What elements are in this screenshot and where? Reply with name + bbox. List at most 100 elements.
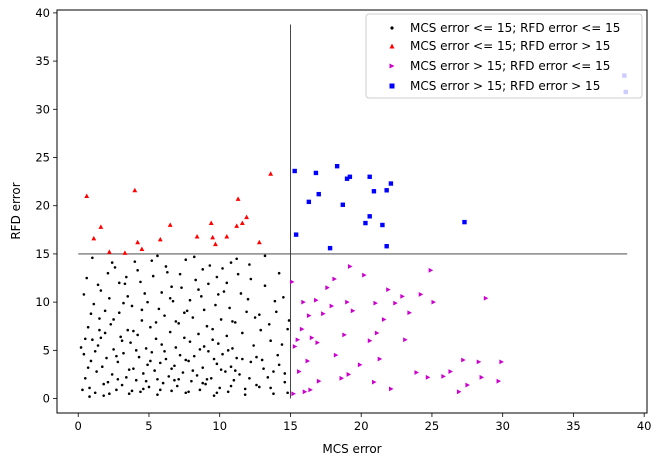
data-point — [134, 349, 138, 352]
data-point — [178, 272, 182, 276]
x-tick-label: 10 — [212, 419, 227, 433]
data-point — [175, 384, 179, 388]
data-point — [414, 370, 419, 375]
legend-marker-red — [389, 43, 395, 49]
data-point — [115, 354, 118, 358]
x-tick-label: 40 — [637, 419, 651, 433]
data-point — [156, 254, 159, 258]
data-point — [197, 288, 200, 291]
data-point — [132, 329, 135, 333]
data-point — [204, 382, 207, 386]
data-point — [109, 323, 113, 326]
data-point — [219, 318, 223, 321]
data-point — [346, 372, 352, 377]
data-point — [212, 394, 216, 397]
data-point — [188, 340, 192, 343]
series-1 — [84, 171, 274, 255]
data-point — [98, 224, 104, 229]
data-point — [212, 357, 216, 361]
data-point — [283, 380, 287, 384]
data-point — [499, 359, 504, 365]
y-tick-label: 10 — [35, 295, 50, 309]
data-point — [208, 264, 212, 267]
data-point — [83, 337, 87, 341]
data-point — [363, 220, 368, 226]
data-point — [280, 343, 284, 346]
data-point — [308, 387, 313, 393]
data-point — [137, 355, 141, 359]
data-point — [428, 267, 434, 273]
data-point — [103, 331, 107, 335]
data-point — [167, 222, 173, 227]
data-point — [386, 287, 391, 292]
data-point — [183, 336, 186, 340]
data-point — [139, 390, 142, 394]
data-point — [246, 297, 250, 301]
data-point — [241, 331, 244, 335]
data-point — [170, 367, 173, 370]
data-point — [425, 374, 431, 380]
data-point — [117, 281, 121, 285]
data-point — [119, 335, 122, 339]
data-point — [146, 363, 149, 367]
data-point — [156, 377, 159, 381]
data-point — [306, 313, 312, 319]
data-point — [102, 382, 105, 386]
data-point — [255, 355, 258, 359]
data-point — [160, 291, 164, 294]
data-point — [150, 259, 154, 262]
data-points — [79, 73, 628, 398]
data-point — [243, 393, 247, 396]
data-point — [262, 367, 265, 370]
y-tick-label: 5 — [43, 343, 50, 357]
data-point — [86, 325, 90, 329]
data-point — [301, 299, 306, 305]
data-point — [374, 330, 380, 336]
data-point — [403, 337, 408, 343]
data-point — [125, 376, 128, 379]
data-point — [132, 367, 135, 370]
data-point — [184, 391, 188, 395]
data-point — [110, 261, 114, 264]
data-point — [207, 349, 210, 353]
data-point — [377, 356, 383, 362]
data-point — [151, 274, 155, 278]
data-point — [315, 340, 320, 346]
legend-marker-blue — [389, 83, 395, 89]
data-point — [373, 300, 378, 306]
data-point — [272, 392, 275, 396]
data-point — [200, 295, 203, 298]
data-point — [259, 328, 263, 332]
y-tick-label: 40 — [35, 6, 50, 20]
data-point — [108, 296, 111, 300]
data-point — [226, 390, 230, 394]
x-axis-label: MCS error — [322, 442, 381, 456]
data-point — [388, 181, 394, 186]
data-point — [219, 368, 223, 371]
x-tick-label: 25 — [425, 419, 440, 433]
data-point — [163, 349, 166, 353]
data-point — [293, 232, 299, 237]
data-point — [252, 344, 255, 347]
data-point — [306, 199, 312, 205]
data-point — [187, 359, 190, 363]
data-point — [158, 388, 162, 392]
data-point — [136, 269, 139, 272]
data-point — [357, 362, 363, 368]
x-axis-ticks: 0 5 10 15 20 25 30 35 40 — [75, 413, 651, 433]
data-point — [243, 387, 247, 391]
data-point — [149, 325, 152, 329]
data-point — [269, 339, 272, 342]
data-point — [226, 349, 230, 352]
data-point — [205, 377, 209, 381]
data-point — [93, 391, 97, 395]
y-tick-label: 30 — [35, 102, 50, 116]
data-point — [256, 239, 262, 245]
data-point — [235, 356, 238, 360]
data-point — [120, 383, 124, 387]
data-point — [389, 386, 394, 392]
legend: MCS error <= 15; RFD error <= 15 MCS err… — [365, 13, 643, 99]
data-point — [483, 295, 489, 301]
data-point — [81, 388, 84, 392]
series-0 — [79, 254, 291, 398]
